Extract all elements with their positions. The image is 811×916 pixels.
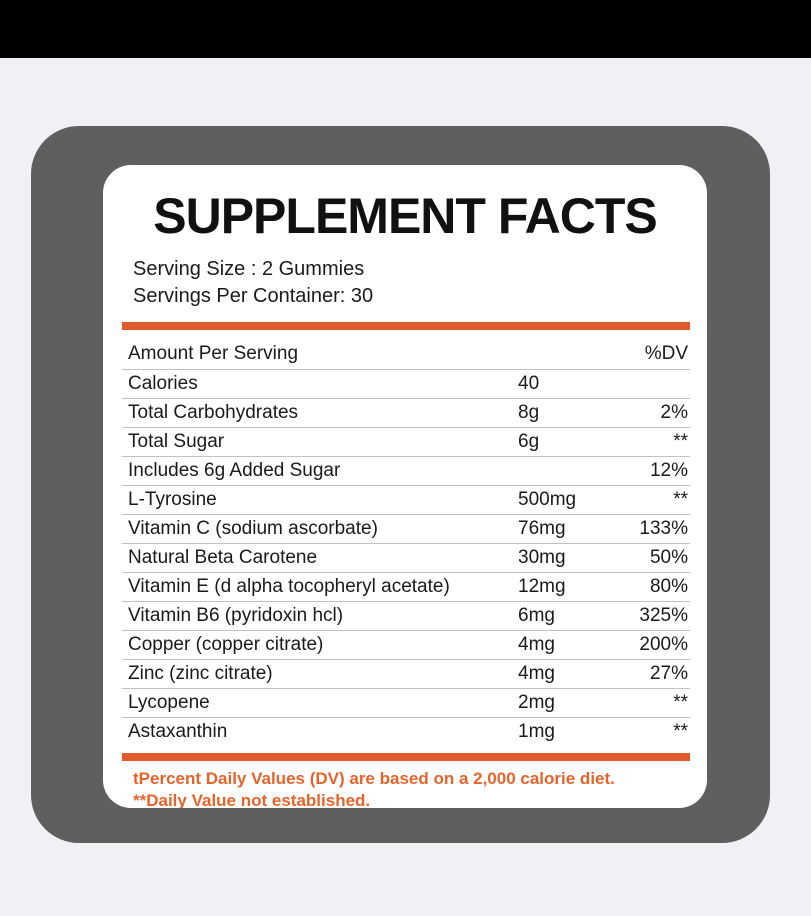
table-row: Copper (copper citrate) 4mg 200% (122, 631, 690, 660)
table-row: Vitamin C (sodium ascorbate) 76mg 133% (122, 515, 690, 544)
servings-per-container-text: Servings Per Container: 30 (133, 285, 374, 307)
serving-info: Serving Size : 2 Gummies Servings Per Co… (133, 256, 690, 310)
nutrient-amount: 500mg (518, 489, 577, 510)
facts-table: Amount Per Serving %DV Calories 40 Total C… (122, 338, 690, 746)
nutrient-dv: ** (673, 489, 688, 510)
nutrient-dv: ** (673, 721, 688, 742)
nutrient-amount: 76mg (518, 518, 566, 539)
nutrient-dv: 27% (649, 663, 688, 684)
nutrient-dv: 12% (649, 460, 688, 481)
footnote-daily-values: tPercent Daily Values (DV) are based on … (133, 769, 615, 788)
nutrient-amount: 4mg (518, 634, 555, 655)
nutrient-name: Includes 6g Added Sugar (128, 460, 341, 481)
page-title: SUPPLEMENT FACTS (153, 188, 657, 244)
nutrient-name: Lycopene (128, 692, 210, 713)
nutrient-amount: 4mg (518, 663, 555, 684)
top-accent-bar (122, 322, 690, 330)
nutrient-name: Total Carbohydrates (128, 402, 299, 423)
table-row: Vitamin B6 (pyridoxin hcl) 6mg 325% (122, 602, 690, 631)
table-header-row: Amount Per Serving %DV (122, 338, 690, 370)
nutrient-name: Vitamin B6 (pyridoxin hcl) (128, 605, 344, 626)
gray-panel: SUPPLEMENT FACTS Serving Size : 2 Gummie… (31, 126, 770, 843)
footnote-not-established: **Daily Value not established. (133, 791, 371, 808)
top-bar (0, 0, 811, 58)
amount-per-serving-header: Amount Per Serving (128, 342, 299, 364)
table-row: L-Tyrosine 500mg ** (122, 486, 690, 515)
table-row: Total Sugar 6g ** (122, 428, 690, 457)
supplement-facts-card: SUPPLEMENT FACTS Serving Size : 2 Gummie… (103, 165, 707, 808)
dv-header: %DV (644, 342, 688, 364)
nutrient-name: Zinc (zinc citrate) (128, 663, 273, 684)
table-row: Includes 6g Added Sugar 12% (122, 457, 690, 486)
nutrient-amount: 40 (518, 373, 540, 394)
table-row: Vitamin E (d alpha tocopheryl acetate) 12… (122, 573, 690, 602)
nutrient-dv: 325% (639, 605, 688, 626)
nutrient-name: Vitamin C (sodium ascorbate) (128, 518, 378, 539)
nutrient-name: Vitamin E (d alpha tocopheryl acetate) (128, 576, 450, 597)
nutrient-dv: 133% (639, 518, 688, 539)
bottom-accent-bar (122, 753, 690, 761)
serving-size-text: Serving Size : 2 Gummies (133, 258, 365, 280)
footnotes: tPercent Daily Values (DV) are based on … (133, 768, 690, 808)
nutrient-dv: 80% (649, 576, 688, 597)
nutrient-name: Total Sugar (128, 431, 225, 452)
nutrient-amount: 30mg (518, 547, 566, 568)
nutrient-amount: 6g (518, 431, 540, 452)
table-row: Astaxanthin 1mg ** (122, 718, 690, 746)
nutrient-amount: 2mg (518, 692, 555, 713)
nutrient-amount: 6mg (518, 605, 555, 626)
table-row: Zinc (zinc citrate) 4mg 27% (122, 660, 690, 689)
table-row: Natural Beta Carotene 30mg 50% (122, 544, 690, 573)
nutrient-amount: 1mg (518, 721, 555, 742)
nutrient-dv: 2% (660, 402, 688, 423)
nutrient-dv: 200% (639, 634, 688, 655)
nutrient-name: Copper (copper citrate) (128, 634, 324, 655)
nutrient-dv: ** (673, 431, 688, 452)
table-body: Calories 40 Total Carbohydrates 8g 2% Total S… (122, 370, 690, 746)
nutrient-name: L-Tyrosine (128, 489, 217, 510)
table-row: Total Carbohydrates 8g 2% (122, 399, 690, 428)
nutrient-name: Astaxanthin (128, 721, 228, 742)
nutrient-dv: 50% (649, 547, 688, 568)
nutrient-dv: ** (673, 692, 688, 713)
table-row: Lycopene 2mg ** (122, 689, 690, 718)
nutrient-amount: 12mg (518, 576, 566, 597)
nutrient-amount: 8g (518, 402, 540, 423)
nutrient-name: Natural Beta Carotene (128, 547, 318, 568)
nutrient-name: Calories (128, 373, 198, 394)
table-row: Calories 40 (122, 370, 690, 399)
